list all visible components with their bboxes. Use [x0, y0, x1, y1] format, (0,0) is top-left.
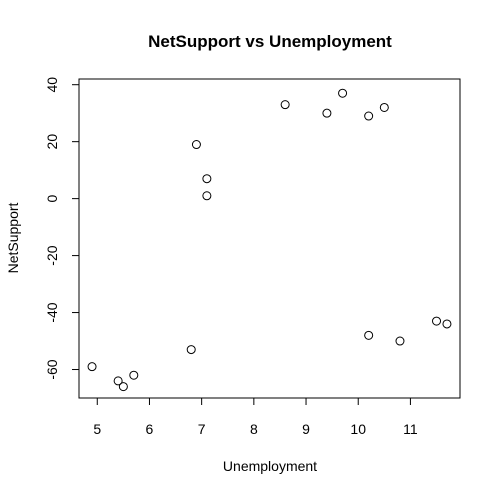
y-tick-label: -20 — [44, 245, 60, 265]
data-point — [364, 111, 374, 121]
data-points — [87, 88, 452, 392]
x-tick-label: 8 — [250, 421, 258, 437]
y-axis-label: NetSupport — [5, 202, 21, 273]
data-point — [364, 330, 374, 340]
data-point — [87, 362, 97, 372]
data-point — [379, 102, 389, 112]
x-tick-label: 5 — [93, 421, 101, 437]
x-tick-label: 11 — [403, 421, 418, 437]
x-axis: 5 6 7 8 9 10 11 — [93, 397, 418, 437]
plot-frame — [78, 78, 461, 399]
y-tick-label: 20 — [44, 134, 60, 150]
y-tick-label: -40 — [44, 302, 60, 322]
data-point — [202, 174, 212, 184]
data-point — [432, 316, 442, 326]
y-tick-label: -60 — [44, 359, 60, 379]
x-tick-label: 6 — [146, 421, 154, 437]
x-tick-label: 10 — [350, 421, 366, 437]
data-point — [322, 108, 332, 118]
data-point — [186, 345, 196, 355]
y-axis: -60 -40 -20 0 20 40 — [44, 77, 80, 380]
x-tick-label: 7 — [198, 421, 206, 437]
data-point — [280, 100, 290, 110]
data-point — [113, 376, 123, 386]
chart-title: NetSupport vs Unemployment — [148, 32, 392, 51]
y-tick-label: 0 — [44, 195, 60, 203]
data-point — [129, 370, 139, 380]
data-point — [191, 140, 201, 150]
y-tick-label: 40 — [44, 77, 60, 93]
data-point — [202, 191, 212, 201]
data-point — [118, 382, 128, 392]
x-tick-label: 9 — [302, 421, 310, 437]
x-axis-label: Unemployment — [223, 458, 317, 474]
data-point — [395, 336, 405, 346]
data-point — [338, 88, 348, 98]
data-point — [442, 319, 452, 329]
